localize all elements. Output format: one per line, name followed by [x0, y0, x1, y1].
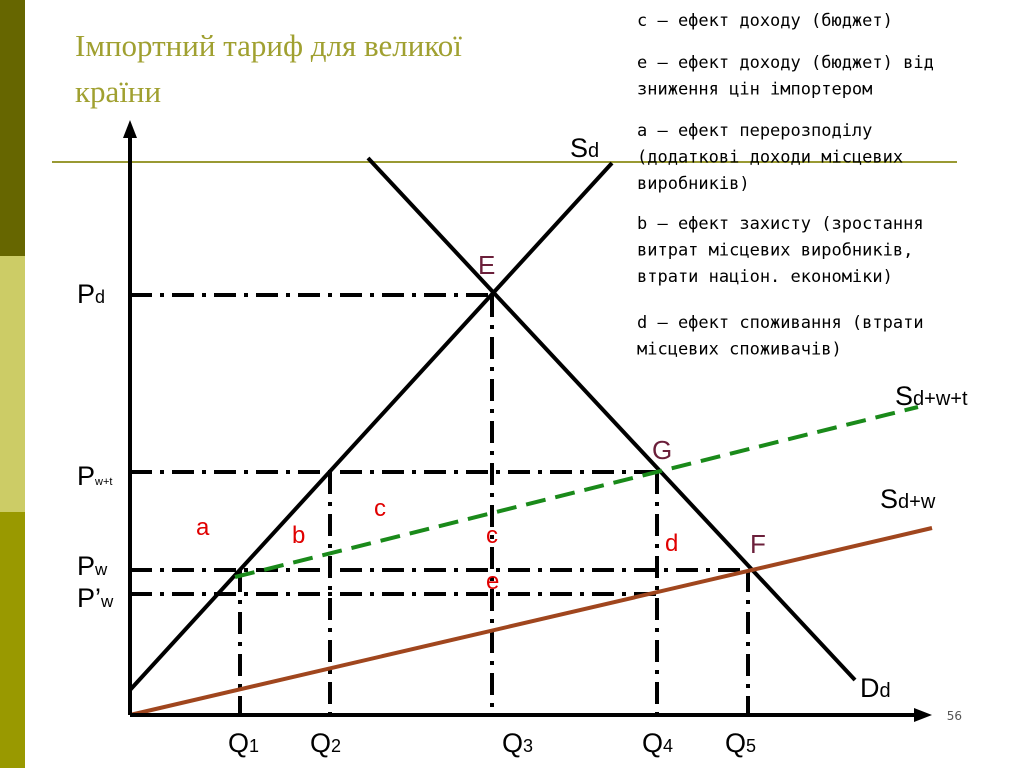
label-sub: 4 — [663, 736, 673, 756]
legend-item: e – ефект доходу (бюджет) від зниження ці… — [637, 53, 934, 100]
label-main: Q — [725, 728, 746, 758]
legend-item: c – ефект доходу (бюджет) — [637, 11, 893, 31]
curve-label: Pd — [77, 279, 105, 309]
area-label: a — [196, 514, 210, 541]
curve-label: Q1 — [228, 728, 259, 758]
label-main: S — [880, 484, 898, 514]
curve-label: Pw — [77, 551, 108, 581]
point-label: G — [652, 435, 672, 465]
page-number: 56 — [947, 709, 962, 723]
label-main: Q — [228, 728, 249, 758]
label-main: P — [77, 461, 95, 491]
side-block — [0, 256, 25, 512]
label-sub: w — [100, 592, 114, 611]
arrow — [123, 120, 137, 138]
demand-line — [366, 156, 857, 682]
curve-label: Sd+w+t — [895, 381, 968, 411]
label-main: Q — [310, 728, 331, 758]
curve-label: P’w — [77, 583, 114, 613]
curve-label: Q5 — [725, 728, 756, 758]
label-main: P’ — [77, 583, 101, 613]
label-sub: w — [94, 560, 108, 579]
label-main: S — [895, 381, 913, 411]
label-sub: 3 — [523, 736, 533, 756]
label-sub: d — [588, 140, 599, 162]
legend-item: a – ефект перерозподілу (додаткові доходи… — [637, 121, 903, 194]
point-label: F — [750, 529, 766, 559]
label-sub: 5 — [746, 736, 756, 756]
point-label: E — [478, 250, 495, 280]
area-label: c — [486, 522, 498, 549]
label-sub: w+t — [94, 476, 112, 488]
arrow — [914, 708, 932, 722]
curve-label: Q3 — [502, 728, 533, 758]
title: Імпортний тариф для великої країни — [75, 28, 462, 109]
curve-label: Pw+t — [77, 461, 112, 491]
label-sub: 1 — [249, 736, 259, 756]
label-sub: d+w — [898, 491, 936, 513]
legend-item: b – ефект захисту (зростання витрат місце… — [637, 214, 924, 287]
area-label: b — [292, 522, 305, 549]
label-main: Q — [642, 728, 663, 758]
label-sub: 2 — [331, 736, 341, 756]
tariff-supply-line — [234, 405, 919, 579]
area-label: c — [374, 495, 386, 522]
area-label: d — [665, 530, 678, 557]
curve-label: Q4 — [642, 728, 673, 758]
label-sub: d — [880, 680, 891, 702]
label-main: Q — [502, 728, 523, 758]
legend-item: d – ефект споживання (втрати місцевих спо… — [637, 313, 924, 360]
curve-label: Dd — [860, 673, 891, 703]
curve-label: Sd — [570, 133, 599, 163]
supply-line — [128, 161, 614, 692]
world-supply-line — [129, 526, 933, 717]
label-main: P — [77, 279, 95, 309]
label-sub: d — [95, 287, 105, 307]
curve-label: Q2 — [310, 728, 341, 758]
label-main: P — [77, 551, 95, 581]
label-main: S — [570, 133, 588, 163]
legend: c – ефект доходу (бюджет) e – ефект доход… — [637, 11, 934, 360]
label-sub: d+w+t — [913, 388, 968, 410]
curve-label: Sd+w — [880, 484, 936, 514]
side-block — [0, 512, 25, 768]
side-block — [0, 0, 25, 256]
label-main: D — [860, 673, 880, 703]
area-label: e — [486, 568, 499, 595]
